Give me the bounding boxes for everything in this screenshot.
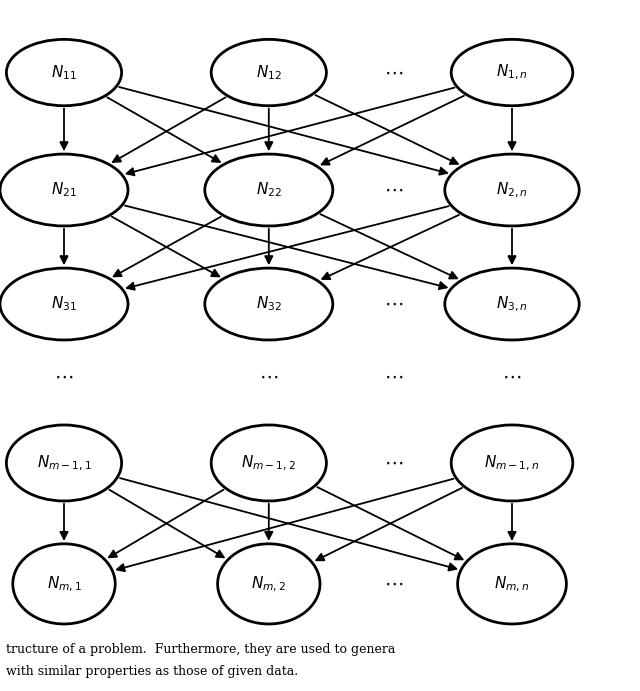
Text: $N_{31}$: $N_{31}$ (51, 294, 77, 314)
Text: $\cdots$: $\cdots$ (384, 181, 403, 199)
Ellipse shape (458, 544, 566, 624)
Text: $N_{32}$: $N_{32}$ (256, 294, 282, 314)
Text: $N_{21}$: $N_{21}$ (51, 180, 77, 200)
Text: $N_{22}$: $N_{22}$ (256, 180, 282, 200)
Ellipse shape (445, 268, 579, 340)
Text: tructure of a problem.  Furthermore, they are used to genera: tructure of a problem. Furthermore, they… (6, 643, 396, 656)
Text: $N_{m,1}$: $N_{m,1}$ (47, 574, 81, 594)
Text: $N_{m,2}$: $N_{m,2}$ (252, 574, 286, 594)
Text: $\cdots$: $\cdots$ (259, 368, 278, 386)
Text: $N_{m-1,1}$: $N_{m-1,1}$ (36, 453, 92, 473)
Ellipse shape (211, 39, 326, 106)
Text: $N_{3,n}$: $N_{3,n}$ (496, 294, 528, 314)
Ellipse shape (451, 39, 573, 106)
Text: $N_{2,n}$: $N_{2,n}$ (496, 180, 528, 200)
Text: $N_{11}$: $N_{11}$ (51, 63, 77, 82)
Text: $N_{12}$: $N_{12}$ (256, 63, 282, 82)
Ellipse shape (13, 544, 115, 624)
Ellipse shape (6, 425, 122, 501)
Text: $\cdots$: $\cdots$ (502, 368, 522, 386)
Ellipse shape (0, 268, 128, 340)
Text: with similar properties as those of given data.: with similar properties as those of give… (6, 665, 298, 678)
Text: $N_{m-1,n}$: $N_{m-1,n}$ (484, 453, 540, 473)
Text: $\cdots$: $\cdots$ (384, 454, 403, 472)
Text: $N_{m-1,2}$: $N_{m-1,2}$ (241, 453, 296, 473)
Ellipse shape (451, 425, 573, 501)
Ellipse shape (218, 544, 320, 624)
Ellipse shape (205, 154, 333, 226)
Ellipse shape (6, 39, 122, 106)
Text: $N_{1,n}$: $N_{1,n}$ (496, 63, 528, 82)
Text: $\cdots$: $\cdots$ (54, 368, 74, 386)
Text: $\cdots$: $\cdots$ (384, 368, 403, 386)
Text: $\cdots$: $\cdots$ (384, 64, 403, 82)
Text: $\cdots$: $\cdots$ (384, 575, 403, 593)
Ellipse shape (445, 154, 579, 226)
Ellipse shape (211, 425, 326, 501)
Text: $\cdots$: $\cdots$ (384, 295, 403, 313)
Ellipse shape (205, 268, 333, 340)
Ellipse shape (0, 154, 128, 226)
Text: $N_{m,n}$: $N_{m,n}$ (494, 574, 530, 594)
